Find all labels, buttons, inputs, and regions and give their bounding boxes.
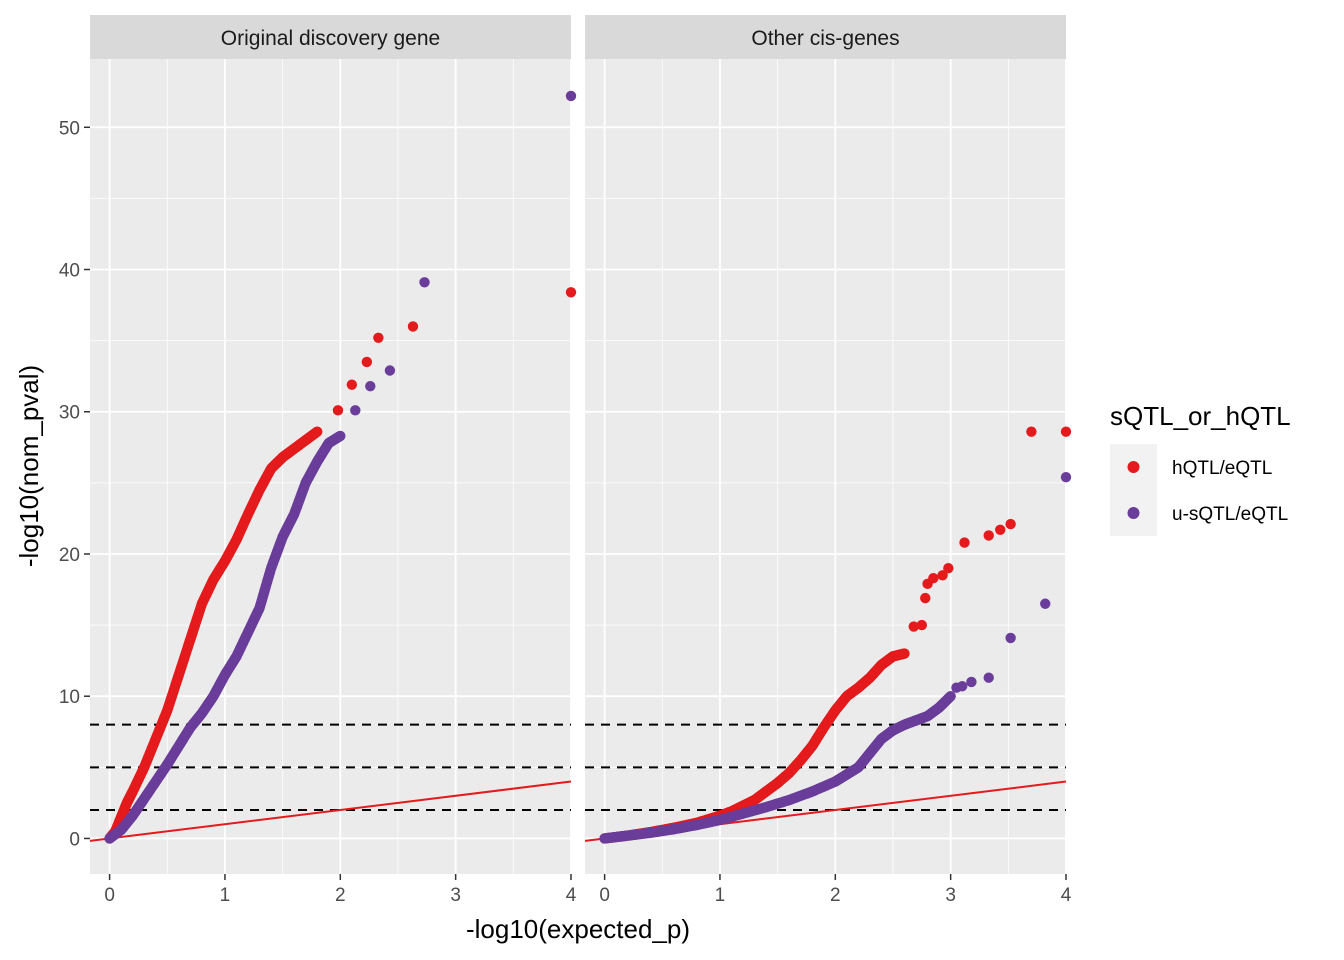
- x-tick-label: 1: [715, 885, 726, 906]
- panel-points: [104, 90, 577, 844]
- x-tick-label: 3: [945, 885, 956, 906]
- x-tick-label: 0: [599, 885, 610, 906]
- data-point: [937, 570, 948, 581]
- data-point: [1060, 471, 1072, 483]
- x-tick-label: 1: [220, 885, 231, 906]
- legend-key-usqtl: [1127, 507, 1140, 519]
- data-point: [1060, 426, 1072, 437]
- x-axis-ticks: 0 1 2 3 4: [599, 874, 1072, 906]
- data-point: [945, 691, 956, 702]
- data-point: [1040, 598, 1051, 609]
- panel-background: [585, 59, 1066, 874]
- data-point: [920, 592, 931, 604]
- panel-points: [599, 426, 1072, 844]
- data-point: [1005, 518, 1016, 530]
- y-tick-label: 20: [59, 545, 80, 566]
- data-point: [407, 321, 419, 332]
- x-tick-label: 2: [830, 885, 841, 906]
- panel-strip: [90, 15, 571, 59]
- x-tick-label: 0: [104, 885, 115, 906]
- panel-grid: [90, 59, 572, 874]
- data-point: [966, 676, 977, 688]
- data-point: [419, 277, 430, 288]
- data-point: [916, 619, 928, 631]
- x-axis-ticks: 0 1 2 3 4: [104, 874, 577, 906]
- legend: sQTL_or_hQTL hQTL/eQTL u-sQTL/eQTL: [1110, 401, 1291, 536]
- x-tick-label: 2: [335, 885, 346, 906]
- x-tick-label: 4: [1061, 885, 1072, 906]
- data-point: [1005, 632, 1016, 644]
- y-tick-label: 10: [59, 687, 80, 708]
- data-point: [983, 672, 994, 683]
- data-point: [335, 430, 346, 442]
- legend-label-hqtl: hQTL/eQTL: [1172, 458, 1272, 479]
- data-point: [312, 426, 323, 437]
- identity-line: [89, 780, 572, 842]
- y-tick-label: 40: [59, 261, 80, 282]
- y-axis-title: -log10(nom_pval): [14, 365, 44, 567]
- y-tick-label: 50: [59, 118, 80, 139]
- panel-title: Other cis-genes: [751, 27, 899, 50]
- data-point: [346, 379, 358, 390]
- y-tick-label: 30: [59, 403, 80, 424]
- panel-background: [90, 59, 571, 874]
- data-point: [908, 621, 919, 632]
- panel-strip: [585, 15, 1066, 59]
- y-axis: 0 10 20 30 40 50: [59, 118, 90, 850]
- x-tick-label: 3: [450, 885, 461, 906]
- data-point: [565, 90, 577, 102]
- data-point: [899, 648, 910, 659]
- panel-other-cis-genes: Other cis-genes 0 1 2 3 4: [584, 15, 1072, 906]
- data-point: [373, 332, 384, 343]
- data-point: [350, 405, 361, 416]
- data-point: [983, 530, 994, 541]
- legend-label-usqtl: u-sQTL/eQTL: [1172, 504, 1288, 525]
- data-point: [384, 365, 396, 376]
- panel-title: Original discovery gene: [221, 27, 440, 50]
- data-point: [565, 287, 577, 298]
- legend-title: sQTL_or_hQTL: [1110, 401, 1291, 431]
- data-point: [1026, 426, 1037, 437]
- x-tick-label: 4: [566, 885, 577, 906]
- data-point: [956, 681, 968, 692]
- data-point: [332, 405, 344, 416]
- data-point: [995, 524, 1006, 535]
- y-tick-label: 0: [69, 829, 80, 850]
- data-point: [928, 572, 939, 584]
- x-axis-title: -log10(expected_p): [466, 914, 690, 944]
- legend-key-hqtl: [1127, 461, 1140, 473]
- data-point: [943, 562, 954, 574]
- panel-original-discovery-gene: Original discovery gene 0 1 2 3 4: [89, 15, 577, 906]
- data-point: [365, 380, 376, 392]
- data-point: [959, 537, 970, 548]
- data-point: [361, 356, 373, 368]
